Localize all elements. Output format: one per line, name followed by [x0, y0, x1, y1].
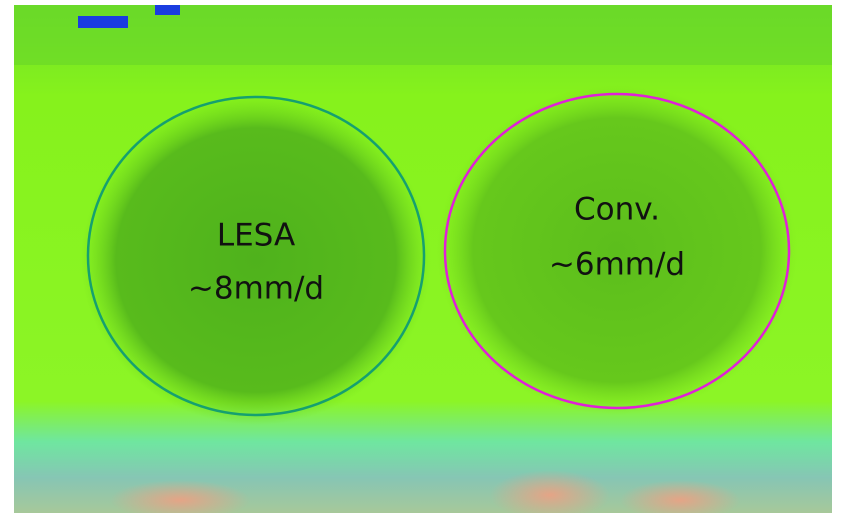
- annotation-label: LESA: [217, 218, 295, 254]
- annotation-value: ~6mm/d: [549, 247, 685, 283]
- annotation-label: Conv.: [574, 192, 660, 228]
- screenshot: LESA ~8mm/d Conv. ~6mm/d: [0, 0, 845, 513]
- annotation-value: ~8mm/d: [188, 271, 324, 307]
